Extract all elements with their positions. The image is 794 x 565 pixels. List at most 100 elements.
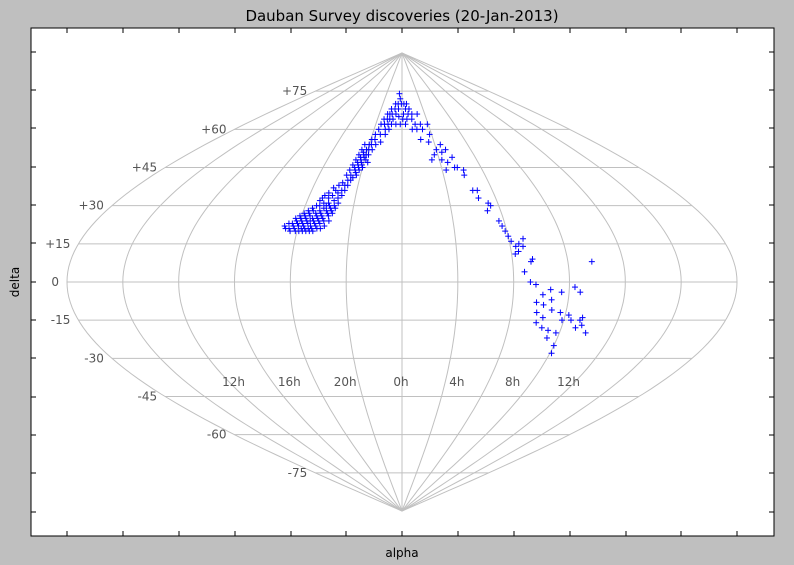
data-point [474, 187, 481, 194]
data-point [306, 210, 313, 217]
data-point [316, 220, 323, 227]
data-point [425, 139, 432, 146]
data-point [405, 105, 412, 112]
data-point [328, 207, 335, 214]
data-point [306, 212, 313, 219]
data-point [317, 210, 324, 217]
data-point [329, 192, 336, 199]
x-axis-label: alpha [385, 546, 418, 560]
graticule [66, 52, 738, 512]
data-point [317, 225, 324, 232]
data-point [419, 126, 426, 133]
data-point [548, 296, 555, 303]
data-point [487, 202, 494, 209]
data-point [329, 210, 336, 217]
data-point [365, 151, 372, 158]
data-point [428, 156, 435, 163]
y-axis-label: delta [8, 267, 22, 297]
data-point [538, 324, 545, 331]
latitude-label: +60 [201, 122, 226, 136]
data-point [558, 317, 565, 324]
chart-title: Dauban Survey discoveries (20-Jan-2013) [245, 7, 558, 25]
data-point [442, 146, 449, 153]
latitude-label: -75 [288, 466, 308, 480]
data-point [449, 154, 456, 161]
data-point [290, 223, 297, 230]
data-point [292, 215, 299, 222]
data-point [377, 139, 384, 146]
data-point [318, 212, 325, 219]
data-point [319, 215, 326, 222]
data-point [512, 243, 519, 250]
data-point [417, 121, 424, 128]
data-point [314, 215, 321, 222]
data-point [325, 200, 332, 207]
data-point [372, 141, 379, 148]
latitude-label: -30 [84, 351, 104, 365]
data-point [515, 240, 522, 247]
data-point [588, 258, 595, 265]
data-point [495, 217, 502, 224]
data-point [390, 116, 397, 123]
data-point [572, 324, 579, 331]
longitude-label: 0h [393, 375, 408, 389]
data-point [499, 223, 506, 230]
data-point [302, 215, 309, 222]
data-point [444, 159, 451, 166]
latitude-label: -60 [207, 428, 227, 442]
data-point [299, 220, 306, 227]
data-points [281, 90, 595, 357]
data-point [552, 329, 559, 336]
data-point [295, 223, 302, 230]
data-point [325, 189, 332, 196]
data-point [395, 113, 402, 120]
data-point [579, 314, 586, 321]
data-point [558, 289, 565, 296]
data-point [519, 243, 526, 250]
data-point [301, 212, 308, 219]
data-point [412, 121, 419, 128]
data-point [331, 202, 338, 209]
data-point [578, 322, 585, 329]
data-point [298, 217, 305, 224]
data-point [403, 100, 410, 107]
data-point [475, 195, 482, 202]
data-point [315, 217, 322, 224]
data-point [341, 187, 348, 194]
data-point [325, 212, 332, 219]
data-point [344, 182, 351, 189]
data-point [300, 223, 307, 230]
data-point [505, 233, 512, 240]
data-point [539, 291, 546, 298]
data-point [408, 111, 415, 118]
data-point [437, 141, 444, 148]
data-point [369, 146, 376, 153]
data-point [460, 167, 467, 174]
data-point [520, 235, 527, 242]
data-point [316, 202, 323, 209]
data-point [426, 131, 433, 138]
latitude-label: -45 [138, 390, 158, 404]
data-point [309, 228, 316, 235]
latitude-label: +75 [282, 84, 307, 98]
data-point [331, 197, 338, 204]
data-point [371, 136, 378, 143]
data-point [508, 238, 515, 245]
data-point [281, 223, 288, 230]
data-point [309, 205, 316, 212]
data-point [349, 174, 356, 181]
longitude-label: 4h [449, 375, 464, 389]
data-point [310, 207, 317, 214]
data-point [321, 223, 328, 230]
longitude-label: 16h [278, 375, 301, 389]
data-point [461, 172, 468, 179]
data-point [325, 195, 332, 202]
data-point [311, 220, 318, 227]
data-point [540, 301, 547, 308]
latitude-label: +15 [45, 237, 70, 251]
data-point [502, 228, 509, 235]
data-point [433, 146, 440, 153]
longitude-label: 8h [505, 375, 520, 389]
data-point [454, 164, 461, 171]
